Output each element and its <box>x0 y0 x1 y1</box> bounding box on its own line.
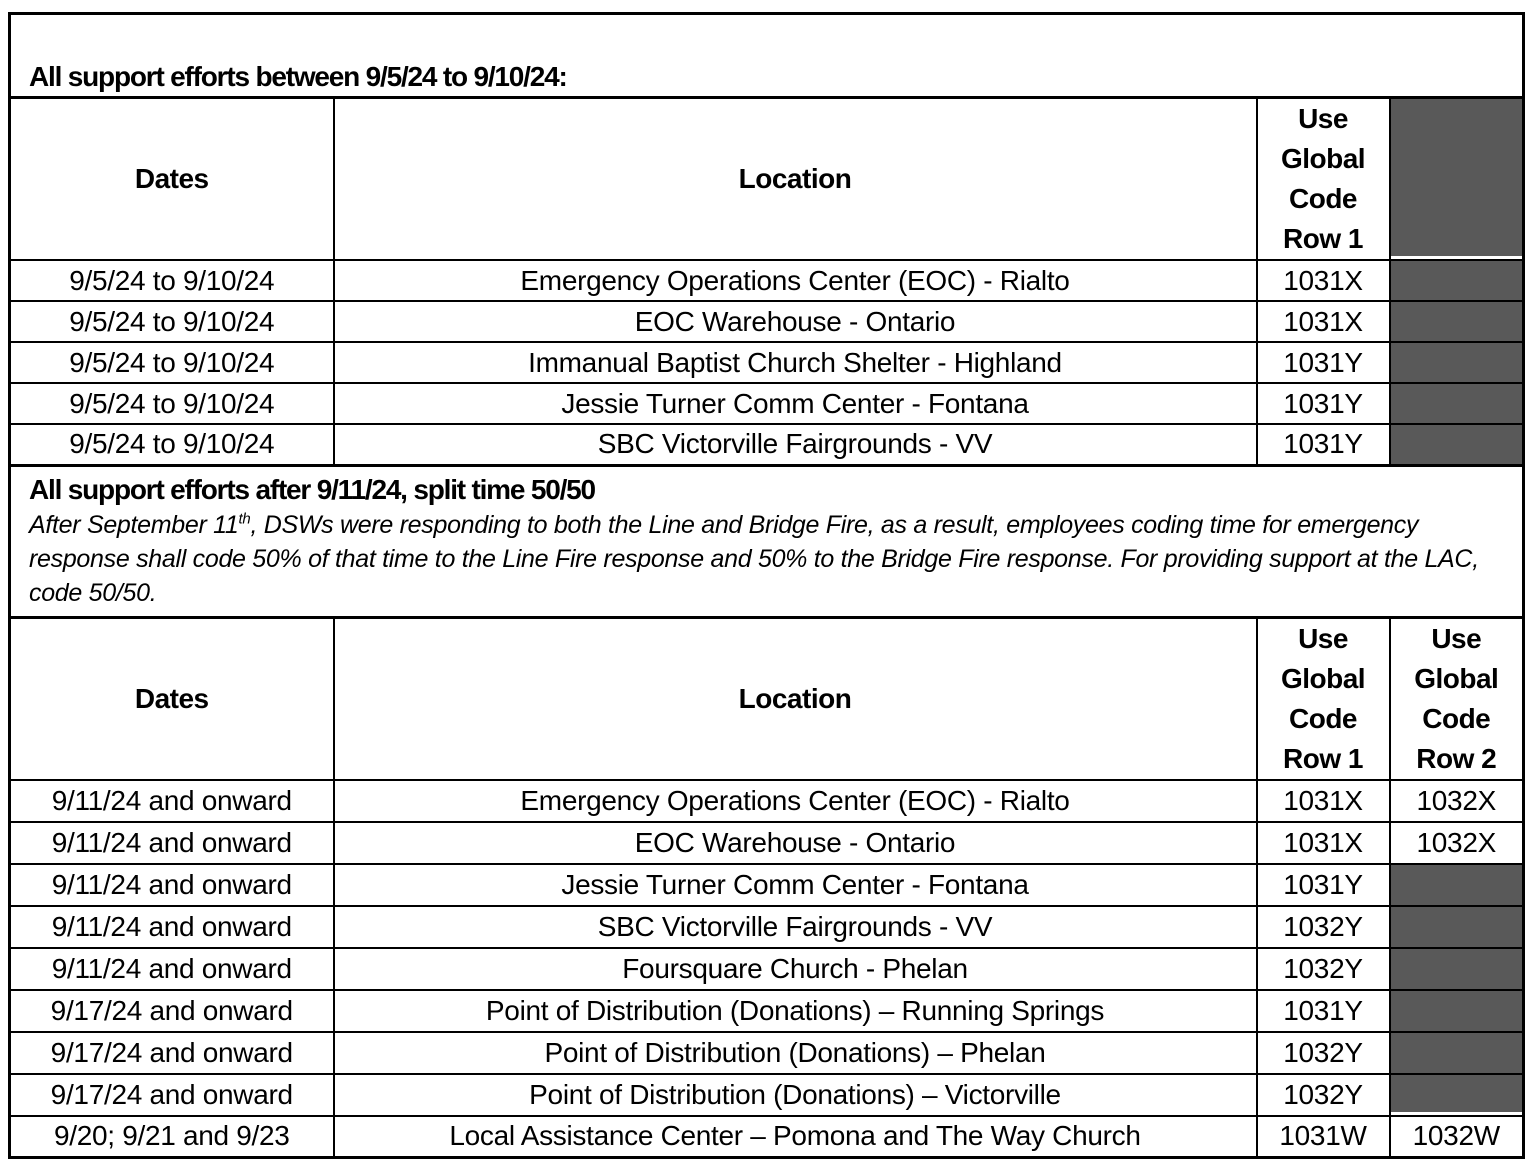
table-row: 9/11/24 and onward Foursquare Church - P… <box>8 946 1525 991</box>
location-cell: SBC Victorville Fairgrounds - VV <box>332 423 1258 466</box>
dates-cell: 9/17/24 and onward <box>8 988 335 1033</box>
code-row1-cell: 1032Y <box>1255 1072 1391 1117</box>
section1-title-box: All support efforts between 9/5/24 to 9/… <box>8 12 1525 99</box>
note-rest: , DSWs were responding to both the Line … <box>29 510 1479 607</box>
dates-cell: 9/20; 9/21 and 9/23 <box>8 1114 335 1159</box>
table-row: 9/5/24 to 9/10/24 Jessie Turner Comm Cen… <box>8 382 1525 425</box>
table2-header-code-row1: Use Global Code Row 1 <box>1255 616 1391 781</box>
table-row: 9/5/24 to 9/10/24 EOC Warehouse - Ontari… <box>8 300 1525 343</box>
location-cell: EOC Warehouse - Ontario <box>332 820 1258 865</box>
table-row: 9/20; 9/21 and 9/23 Local Assistance Cen… <box>8 1114 1525 1159</box>
location-cell: Jessie Turner Comm Center - Fontana <box>332 862 1258 907</box>
code-row1-cell: 1031X <box>1255 259 1391 302</box>
shaded-cell <box>1388 904 1525 949</box>
code-row1-cell: 1031Y <box>1255 341 1391 384</box>
code-row1-cell: 1031W <box>1255 1114 1391 1159</box>
shaded-cell <box>1388 259 1525 302</box>
table1-header-shaded-cell <box>1388 96 1525 261</box>
table2-header-dates: Dates <box>8 616 335 781</box>
location-cell: Emergency Operations Center (EOC) - Rial… <box>332 778 1258 823</box>
code-row1-cell: 1032Y <box>1255 1030 1391 1075</box>
location-cell: EOC Warehouse - Ontario <box>332 300 1258 343</box>
dates-cell: 9/17/24 and onward <box>8 1072 335 1117</box>
dates-cell: 9/11/24 and onward <box>8 904 335 949</box>
section2-title: All support efforts after 9/11/24, split… <box>29 473 596 505</box>
code-row1-cell: 1031X <box>1255 820 1391 865</box>
location-cell: Local Assistance Center – Pomona and The… <box>332 1114 1258 1159</box>
shaded-cell <box>1388 988 1525 1033</box>
dates-cell: 9/11/24 and onward <box>8 946 335 991</box>
location-cell: Point of Distribution (Donations) – Phel… <box>332 1030 1258 1075</box>
dates-cell: 9/5/24 to 9/10/24 <box>8 382 335 425</box>
table-row: 9/5/24 to 9/10/24 Emergency Operations C… <box>8 259 1525 302</box>
note-lead: After September 11 <box>29 510 239 539</box>
location-cell: Emergency Operations Center (EOC) - Rial… <box>332 259 1258 302</box>
table-row: 9/5/24 to 9/10/24 SBC Victorville Fairgr… <box>8 423 1525 466</box>
section2-note: After September 11th, DSWs were respondi… <box>29 508 1497 610</box>
table-row: 9/17/24 and onward Point of Distribution… <box>8 988 1525 1033</box>
code-row1-cell: 1031Y <box>1255 382 1391 425</box>
code-row2-cell: 1032X <box>1388 778 1525 823</box>
dates-cell: 9/11/24 and onward <box>8 778 335 823</box>
support-table-2: Dates Location Use Global Code Row 1 Use… <box>8 615 1525 1160</box>
section1-title: All support efforts between 9/5/24 to 9/… <box>29 60 568 92</box>
location-cell: Point of Distribution (Donations) – Runn… <box>332 988 1258 1033</box>
code-row1-cell: 1031X <box>1255 300 1391 343</box>
shaded-cell <box>1388 382 1525 425</box>
dates-cell: 9/5/24 to 9/10/24 <box>8 341 335 384</box>
table1-header-row: Dates Location Use Global Code Row 1 <box>8 96 1525 261</box>
dates-cell: 9/11/24 and onward <box>8 862 335 907</box>
shaded-cell <box>1388 423 1525 466</box>
note-superscript: th <box>238 510 251 528</box>
shaded-cell <box>1388 1030 1525 1075</box>
table2-header-row: Dates Location Use Global Code Row 1 Use… <box>8 616 1525 781</box>
code-row1-cell: 1032Y <box>1255 946 1391 991</box>
dates-cell: 9/5/24 to 9/10/24 <box>8 300 335 343</box>
dates-cell: 9/11/24 and onward <box>8 820 335 865</box>
document: All support efforts between 9/5/24 to 9/… <box>8 12 1525 1160</box>
table1-header-code-row1: Use Global Code Row 1 <box>1255 96 1391 261</box>
location-cell: Immanual Baptist Church Shelter - Highla… <box>332 341 1258 384</box>
code-row1-cell: 1031Y <box>1255 423 1391 466</box>
location-cell: Point of Distribution (Donations) – Vict… <box>332 1072 1258 1117</box>
code-row2-cell: 1032X <box>1388 820 1525 865</box>
table2-header-location: Location <box>332 616 1258 781</box>
shaded-cell <box>1388 341 1525 384</box>
table1-header-location: Location <box>332 96 1258 261</box>
location-cell: Jessie Turner Comm Center - Fontana <box>332 382 1258 425</box>
dates-cell: 9/17/24 and onward <box>8 1030 335 1075</box>
table-row: 9/11/24 and onward Jessie Turner Comm Ce… <box>8 862 1525 907</box>
dates-cell: 9/5/24 to 9/10/24 <box>8 423 335 466</box>
shaded-cell <box>1388 862 1525 907</box>
code-row1-cell: 1032Y <box>1255 904 1391 949</box>
dates-cell: 9/5/24 to 9/10/24 <box>8 259 335 302</box>
section2-title-box: All support efforts after 9/11/24, split… <box>8 463 1525 619</box>
table-row: 9/11/24 and onward SBC Victorville Fairg… <box>8 904 1525 949</box>
support-table-1: Dates Location Use Global Code Row 1 9/5… <box>8 96 1525 467</box>
location-cell: SBC Victorville Fairgrounds - VV <box>332 904 1258 949</box>
shaded-cell <box>1388 1072 1525 1117</box>
code-row1-cell: 1031Y <box>1255 862 1391 907</box>
shaded-cell <box>1388 946 1525 991</box>
table-row: 9/11/24 and onward EOC Warehouse - Ontar… <box>8 820 1525 865</box>
code-row1-cell: 1031Y <box>1255 988 1391 1033</box>
table-row: 9/11/24 and onward Emergency Operations … <box>8 778 1525 823</box>
table-row: 9/5/24 to 9/10/24 Immanual Baptist Churc… <box>8 341 1525 384</box>
table2-header-code-row2: Use Global Code Row 2 <box>1388 616 1525 781</box>
table-row: 9/17/24 and onward Point of Distribution… <box>8 1030 1525 1075</box>
location-cell: Foursquare Church - Phelan <box>332 946 1258 991</box>
shaded-cell <box>1388 300 1525 343</box>
code-row2-cell: 1032W <box>1388 1114 1525 1159</box>
table1-header-dates: Dates <box>8 96 335 261</box>
code-row1-cell: 1031X <box>1255 778 1391 823</box>
table-row: 9/17/24 and onward Point of Distribution… <box>8 1072 1525 1117</box>
